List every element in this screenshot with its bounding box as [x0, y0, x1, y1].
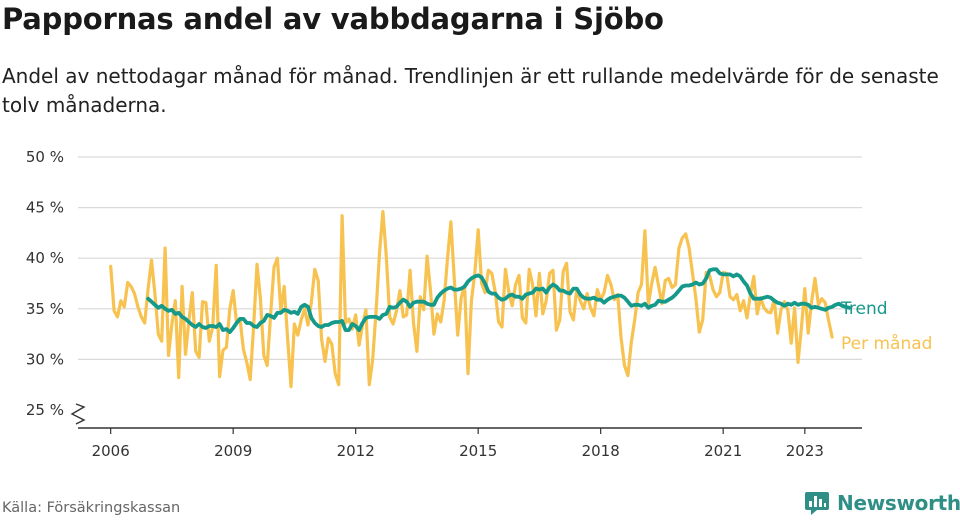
y-tick-label: 40 % — [26, 249, 64, 267]
y-axis-ticks: 25 % 30 % 35 % 40 % 45 % 50 % — [26, 148, 64, 419]
x-tick-label: 2009 — [214, 442, 252, 460]
x-tick-label: 2015 — [459, 442, 497, 460]
series-labels: Per månad Trend — [840, 299, 932, 354]
y-tick-label: 25 % — [26, 401, 64, 419]
x-tick-label: 2006 — [92, 442, 130, 460]
y-tick-label: 30 % — [26, 350, 64, 368]
brand-name: Newsworthy — [837, 491, 960, 515]
axis-break-icon — [70, 403, 86, 425]
chart-title: Pappornas andel av vabbdagarna i Sjöbo — [2, 2, 664, 36]
source-note: Källa: Försäkringskassan — [2, 500, 181, 516]
chart-subtitle: Andel av nettodagar månad för månad. Tre… — [2, 64, 939, 117]
series-label-monthly: Per månad — [841, 333, 932, 354]
x-tick-label: 2018 — [582, 442, 620, 460]
series-lines — [109, 210, 851, 389]
y-tick-label: 45 % — [26, 199, 64, 217]
x-tick-label: 2021 — [704, 442, 742, 460]
newsworthy-logo-icon — [805, 492, 829, 515]
gridlines — [78, 156, 862, 360]
x-tick-label: 2023 — [786, 442, 824, 460]
series-label-trend: Trend — [840, 299, 888, 319]
series-line-trend — [146, 267, 851, 334]
brand-logo: Newsworthy — [804, 488, 960, 518]
y-tick-label: 50 % — [26, 148, 64, 166]
x-tick-label: 2012 — [337, 442, 375, 460]
series-line-monthly — [109, 210, 834, 389]
y-tick-label: 35 % — [26, 300, 64, 318]
x-axis: 2006 2009 2012 2015 2018 2021 2023 — [70, 403, 862, 460]
